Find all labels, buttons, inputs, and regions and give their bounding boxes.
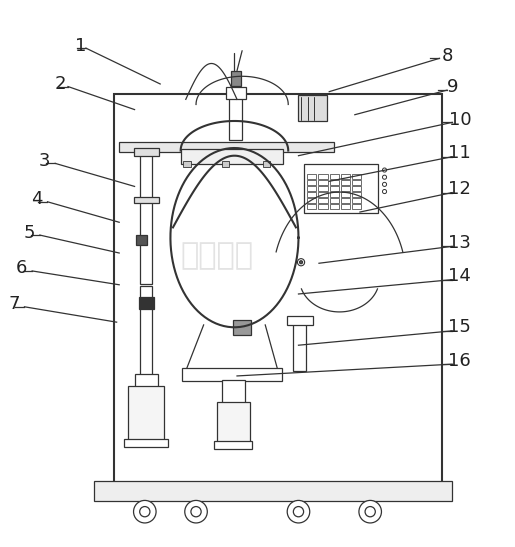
Text: 8: 8	[441, 47, 453, 65]
Circle shape	[383, 168, 387, 172]
Bar	[214, 441, 252, 449]
Text: 5: 5	[24, 224, 36, 242]
Bar	[135, 235, 147, 245]
Bar	[330, 173, 339, 179]
Bar	[307, 173, 316, 179]
Bar	[299, 95, 327, 121]
Bar	[263, 161, 270, 167]
Circle shape	[140, 507, 150, 517]
Bar	[133, 197, 159, 203]
Text: 11: 11	[449, 144, 471, 162]
Bar	[287, 316, 313, 325]
Text: 7: 7	[8, 295, 20, 313]
Bar	[341, 205, 350, 210]
Bar	[307, 198, 316, 203]
Text: 10: 10	[449, 111, 471, 129]
Bar	[318, 205, 328, 210]
Bar	[128, 386, 164, 443]
Circle shape	[133, 501, 156, 523]
Bar	[352, 180, 362, 185]
Bar	[139, 296, 154, 310]
Text: 13: 13	[449, 234, 471, 252]
Bar	[307, 180, 316, 185]
Circle shape	[359, 501, 382, 523]
Text: 6: 6	[16, 259, 28, 277]
Text: 16: 16	[449, 352, 471, 370]
Text: 4: 4	[31, 190, 43, 208]
Bar	[341, 198, 350, 203]
Bar	[330, 192, 339, 197]
Circle shape	[294, 507, 304, 517]
Bar	[140, 152, 152, 284]
Bar	[229, 97, 242, 141]
Bar	[352, 205, 362, 210]
Bar	[221, 161, 229, 167]
Bar	[307, 192, 316, 197]
Bar	[181, 149, 283, 164]
Bar	[318, 180, 328, 185]
Circle shape	[383, 182, 387, 187]
Bar	[352, 192, 362, 197]
Bar	[330, 186, 339, 191]
Bar	[134, 374, 158, 387]
Circle shape	[383, 189, 387, 194]
Bar	[352, 173, 362, 179]
Text: 14: 14	[449, 267, 471, 285]
Bar	[352, 198, 362, 203]
Circle shape	[300, 261, 303, 264]
Bar	[140, 286, 152, 376]
Bar	[330, 205, 339, 210]
Bar	[304, 165, 378, 213]
Bar	[124, 439, 168, 447]
Text: 上海欧豪: 上海欧豪	[180, 241, 253, 270]
Bar	[330, 198, 339, 203]
Text: 12: 12	[449, 180, 471, 198]
Circle shape	[365, 507, 375, 517]
Bar	[352, 186, 362, 191]
Bar	[221, 380, 245, 404]
Bar	[294, 322, 306, 371]
Bar	[231, 71, 241, 86]
Bar	[133, 148, 159, 156]
Circle shape	[191, 507, 201, 517]
Circle shape	[383, 175, 387, 179]
Bar	[318, 173, 328, 179]
Bar	[341, 192, 350, 197]
Bar	[307, 186, 316, 191]
Bar	[318, 198, 328, 203]
Bar	[119, 142, 334, 152]
Bar	[341, 186, 350, 191]
Bar	[182, 368, 282, 381]
Text: 2: 2	[55, 75, 66, 93]
Circle shape	[287, 501, 310, 523]
Bar	[226, 86, 246, 100]
Bar	[341, 173, 350, 179]
Bar	[341, 180, 350, 185]
Bar	[330, 180, 339, 185]
Circle shape	[298, 259, 305, 266]
Bar	[216, 401, 250, 445]
Circle shape	[185, 501, 208, 523]
Text: 1: 1	[75, 37, 87, 55]
Bar	[114, 94, 442, 488]
Bar	[183, 161, 191, 167]
Text: 3: 3	[39, 152, 50, 170]
Bar	[94, 481, 452, 502]
Bar	[307, 205, 316, 210]
Bar	[318, 186, 328, 191]
Text: 9: 9	[447, 78, 458, 96]
Bar	[233, 319, 251, 335]
Bar	[318, 192, 328, 197]
Text: 15: 15	[449, 318, 471, 336]
